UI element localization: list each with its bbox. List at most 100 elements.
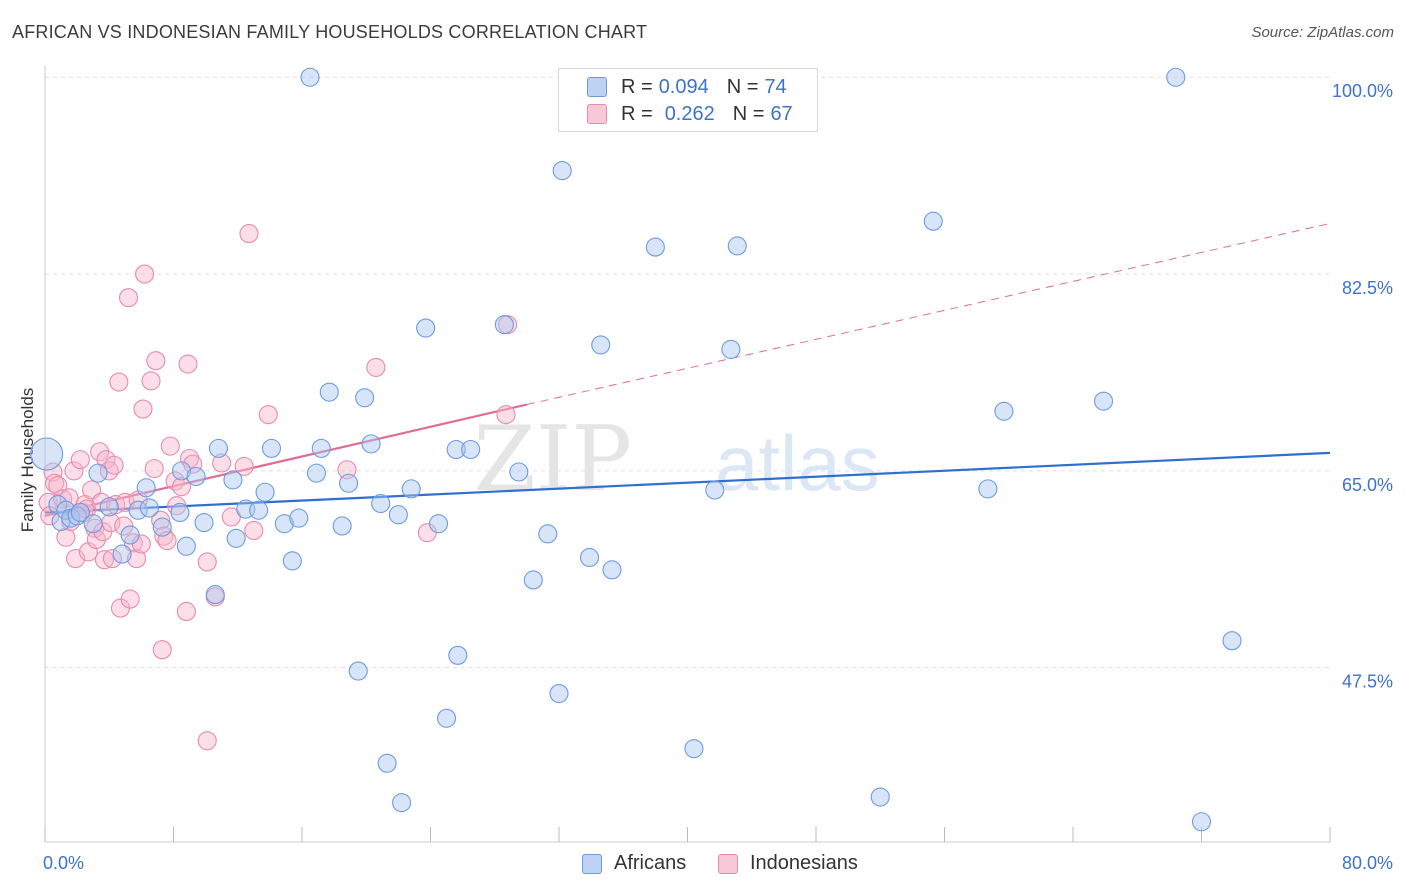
indonesians-n-value: 67: [770, 102, 793, 125]
africans-point: [319, 382, 339, 402]
indonesians-point: [120, 589, 140, 609]
africans-point: [282, 551, 302, 571]
africans-trend-line: [44, 451, 1331, 514]
indonesians-point: [496, 405, 516, 425]
africans-point: [223, 470, 243, 490]
africans-point: [120, 525, 140, 545]
indonesians-point: [118, 288, 139, 308]
africans-point: [274, 514, 294, 534]
africans-point: [306, 463, 327, 483]
indonesians-legend-swatch: [718, 853, 738, 874]
africans-point: [136, 478, 156, 498]
africans-point: [112, 544, 132, 564]
africans-point: [171, 461, 192, 481]
africans-point: [602, 560, 622, 580]
indonesians-point: [244, 520, 264, 541]
africans-n-value: 74: [764, 75, 787, 98]
indonesians-n-label: N =: [732, 102, 765, 125]
indonesians-point: [94, 550, 114, 570]
axis-layer: [44, 66, 1331, 843]
africans-point: [339, 473, 359, 493]
indonesians-point: [104, 455, 124, 475]
africans-point: [923, 211, 943, 231]
indonesians-point: [197, 552, 217, 572]
chart-title: AFRICAN VS INDONESIAN FAMILY HOUSEHOLDS …: [12, 22, 648, 42]
africans-point: [552, 161, 572, 181]
indonesians-point: [90, 442, 110, 462]
trend-layer: [44, 222, 1331, 517]
y-tick-label: 65.0%: [1342, 475, 1393, 495]
africans-point: [311, 438, 331, 458]
x-tick-label-max: 80.0%: [1342, 853, 1393, 873]
correlation-legend: R = 0.094 N = 74 R = 0.262 N = 67: [558, 68, 818, 132]
indonesians-r-label: R =: [621, 102, 653, 125]
africans-point: [99, 497, 119, 517]
indonesians-point: [109, 372, 129, 392]
africans-point: [249, 500, 269, 520]
africans-point: [205, 585, 225, 605]
africans-point: [300, 67, 320, 87]
indonesians-point: [151, 510, 171, 530]
africans-point: [727, 236, 747, 256]
africans-point: [1093, 391, 1114, 411]
indonesians-point: [70, 450, 90, 470]
y-tick-label: 82.5%: [1342, 278, 1393, 298]
watermark-zip: ZIP: [473, 407, 632, 512]
indonesians-point: [366, 357, 386, 377]
legend-row-indonesians: R = 0.262 N = 67: [587, 102, 793, 126]
africans-point: [994, 401, 1014, 421]
africans-point: [152, 517, 172, 537]
indonesians-trend-extension: [526, 222, 1331, 406]
indonesians-point: [258, 405, 278, 425]
africans-point: [30, 437, 64, 471]
africans-point: [579, 547, 600, 568]
indonesians-swatch: [587, 104, 607, 124]
series-legend-africans[interactable]: Africans: [582, 852, 686, 875]
africans-point: [388, 505, 408, 525]
indonesians-point: [178, 354, 198, 374]
africans-point: [416, 318, 436, 338]
indonesians-point: [133, 399, 153, 419]
series-legend-indonesians[interactable]: Indonesians: [718, 852, 858, 875]
africans-point: [139, 498, 159, 518]
africans-point: [170, 502, 190, 523]
africans-point: [401, 479, 421, 499]
africans-point: [355, 388, 375, 408]
africans-point: [88, 463, 108, 483]
indonesians-point: [183, 454, 203, 474]
africans-point: [1222, 631, 1242, 651]
africans-point: [509, 462, 529, 482]
africans-point: [392, 793, 412, 813]
africans-point: [437, 708, 457, 728]
indonesians-point: [212, 453, 232, 473]
indonesians-point: [86, 529, 106, 550]
indonesians-point: [239, 224, 259, 244]
africans-point: [261, 438, 282, 458]
indonesians-point: [234, 456, 254, 476]
africans-point: [255, 482, 275, 502]
watermark: ZIP atlas: [473, 407, 879, 512]
watermark-atlas: atlas: [715, 419, 880, 507]
africans-point: [194, 513, 214, 533]
indonesians-point: [135, 264, 155, 284]
africans-point: [226, 528, 246, 548]
indonesians-point: [197, 731, 217, 751]
africans-point: [448, 645, 468, 665]
indonesians-point: [176, 601, 196, 621]
africans-legend-label: Africans: [614, 852, 687, 874]
africans-point: [705, 480, 725, 500]
x-tick-label-min: 0.0%: [43, 853, 84, 873]
africans-point: [1191, 812, 1212, 832]
africans-point: [684, 739, 704, 759]
indonesians-point: [102, 549, 123, 569]
source-label: Source: ZipAtlas.com: [1251, 24, 1394, 41]
indonesians-point: [144, 459, 164, 479]
indonesians-point: [160, 436, 180, 456]
points-layer: [30, 67, 1242, 832]
africans-point: [645, 237, 665, 257]
africans-point: [721, 339, 741, 359]
africans-point: [523, 570, 543, 590]
indonesians-point: [221, 507, 241, 527]
africans-point: [186, 466, 206, 487]
